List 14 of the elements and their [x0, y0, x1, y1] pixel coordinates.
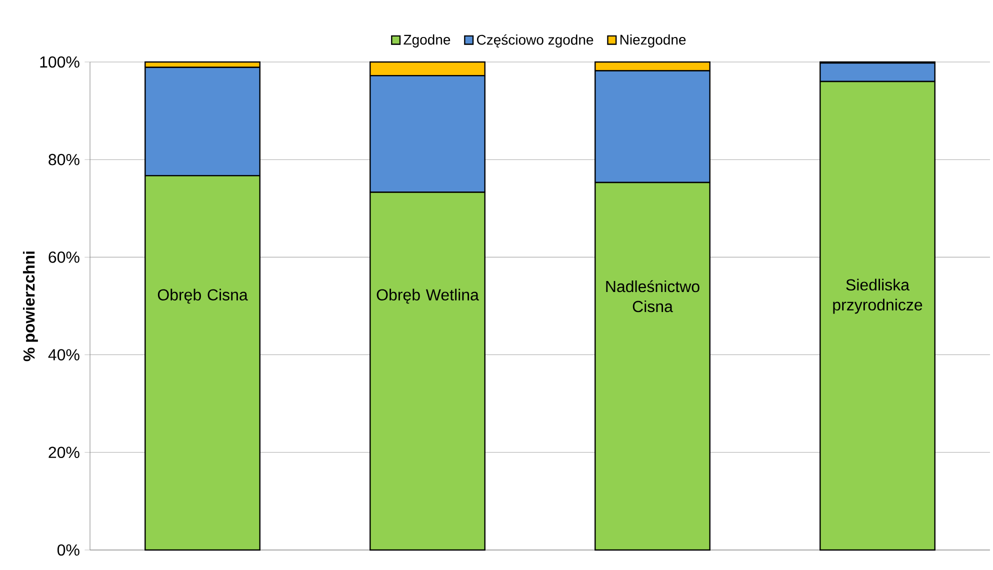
y-axis-title: % powierzchni: [22, 252, 38, 362]
y-tick-label: 0%: [57, 544, 80, 556]
legend-label: Zgodne: [404, 34, 450, 48]
legend-label: Niezgodne: [620, 34, 686, 48]
y-tick-label: 60%: [48, 252, 80, 263]
y-tick-label: 40%: [48, 349, 80, 360]
x-tick-label: Nadleśnictwo Cisna: [606, 280, 700, 312]
x-tick-label: Obręb Cisna: [158, 288, 248, 304]
legend-label: Częściowo zgodne: [477, 34, 594, 48]
y-tick-label: 80%: [48, 154, 80, 166]
y-tick-label: 20%: [48, 446, 80, 458]
y-tick-label: 100%: [40, 56, 80, 68]
x-tick-label: Obręb Wetlina: [376, 288, 479, 304]
x-tick-label: Siedliska przyrodnicze: [833, 278, 922, 314]
